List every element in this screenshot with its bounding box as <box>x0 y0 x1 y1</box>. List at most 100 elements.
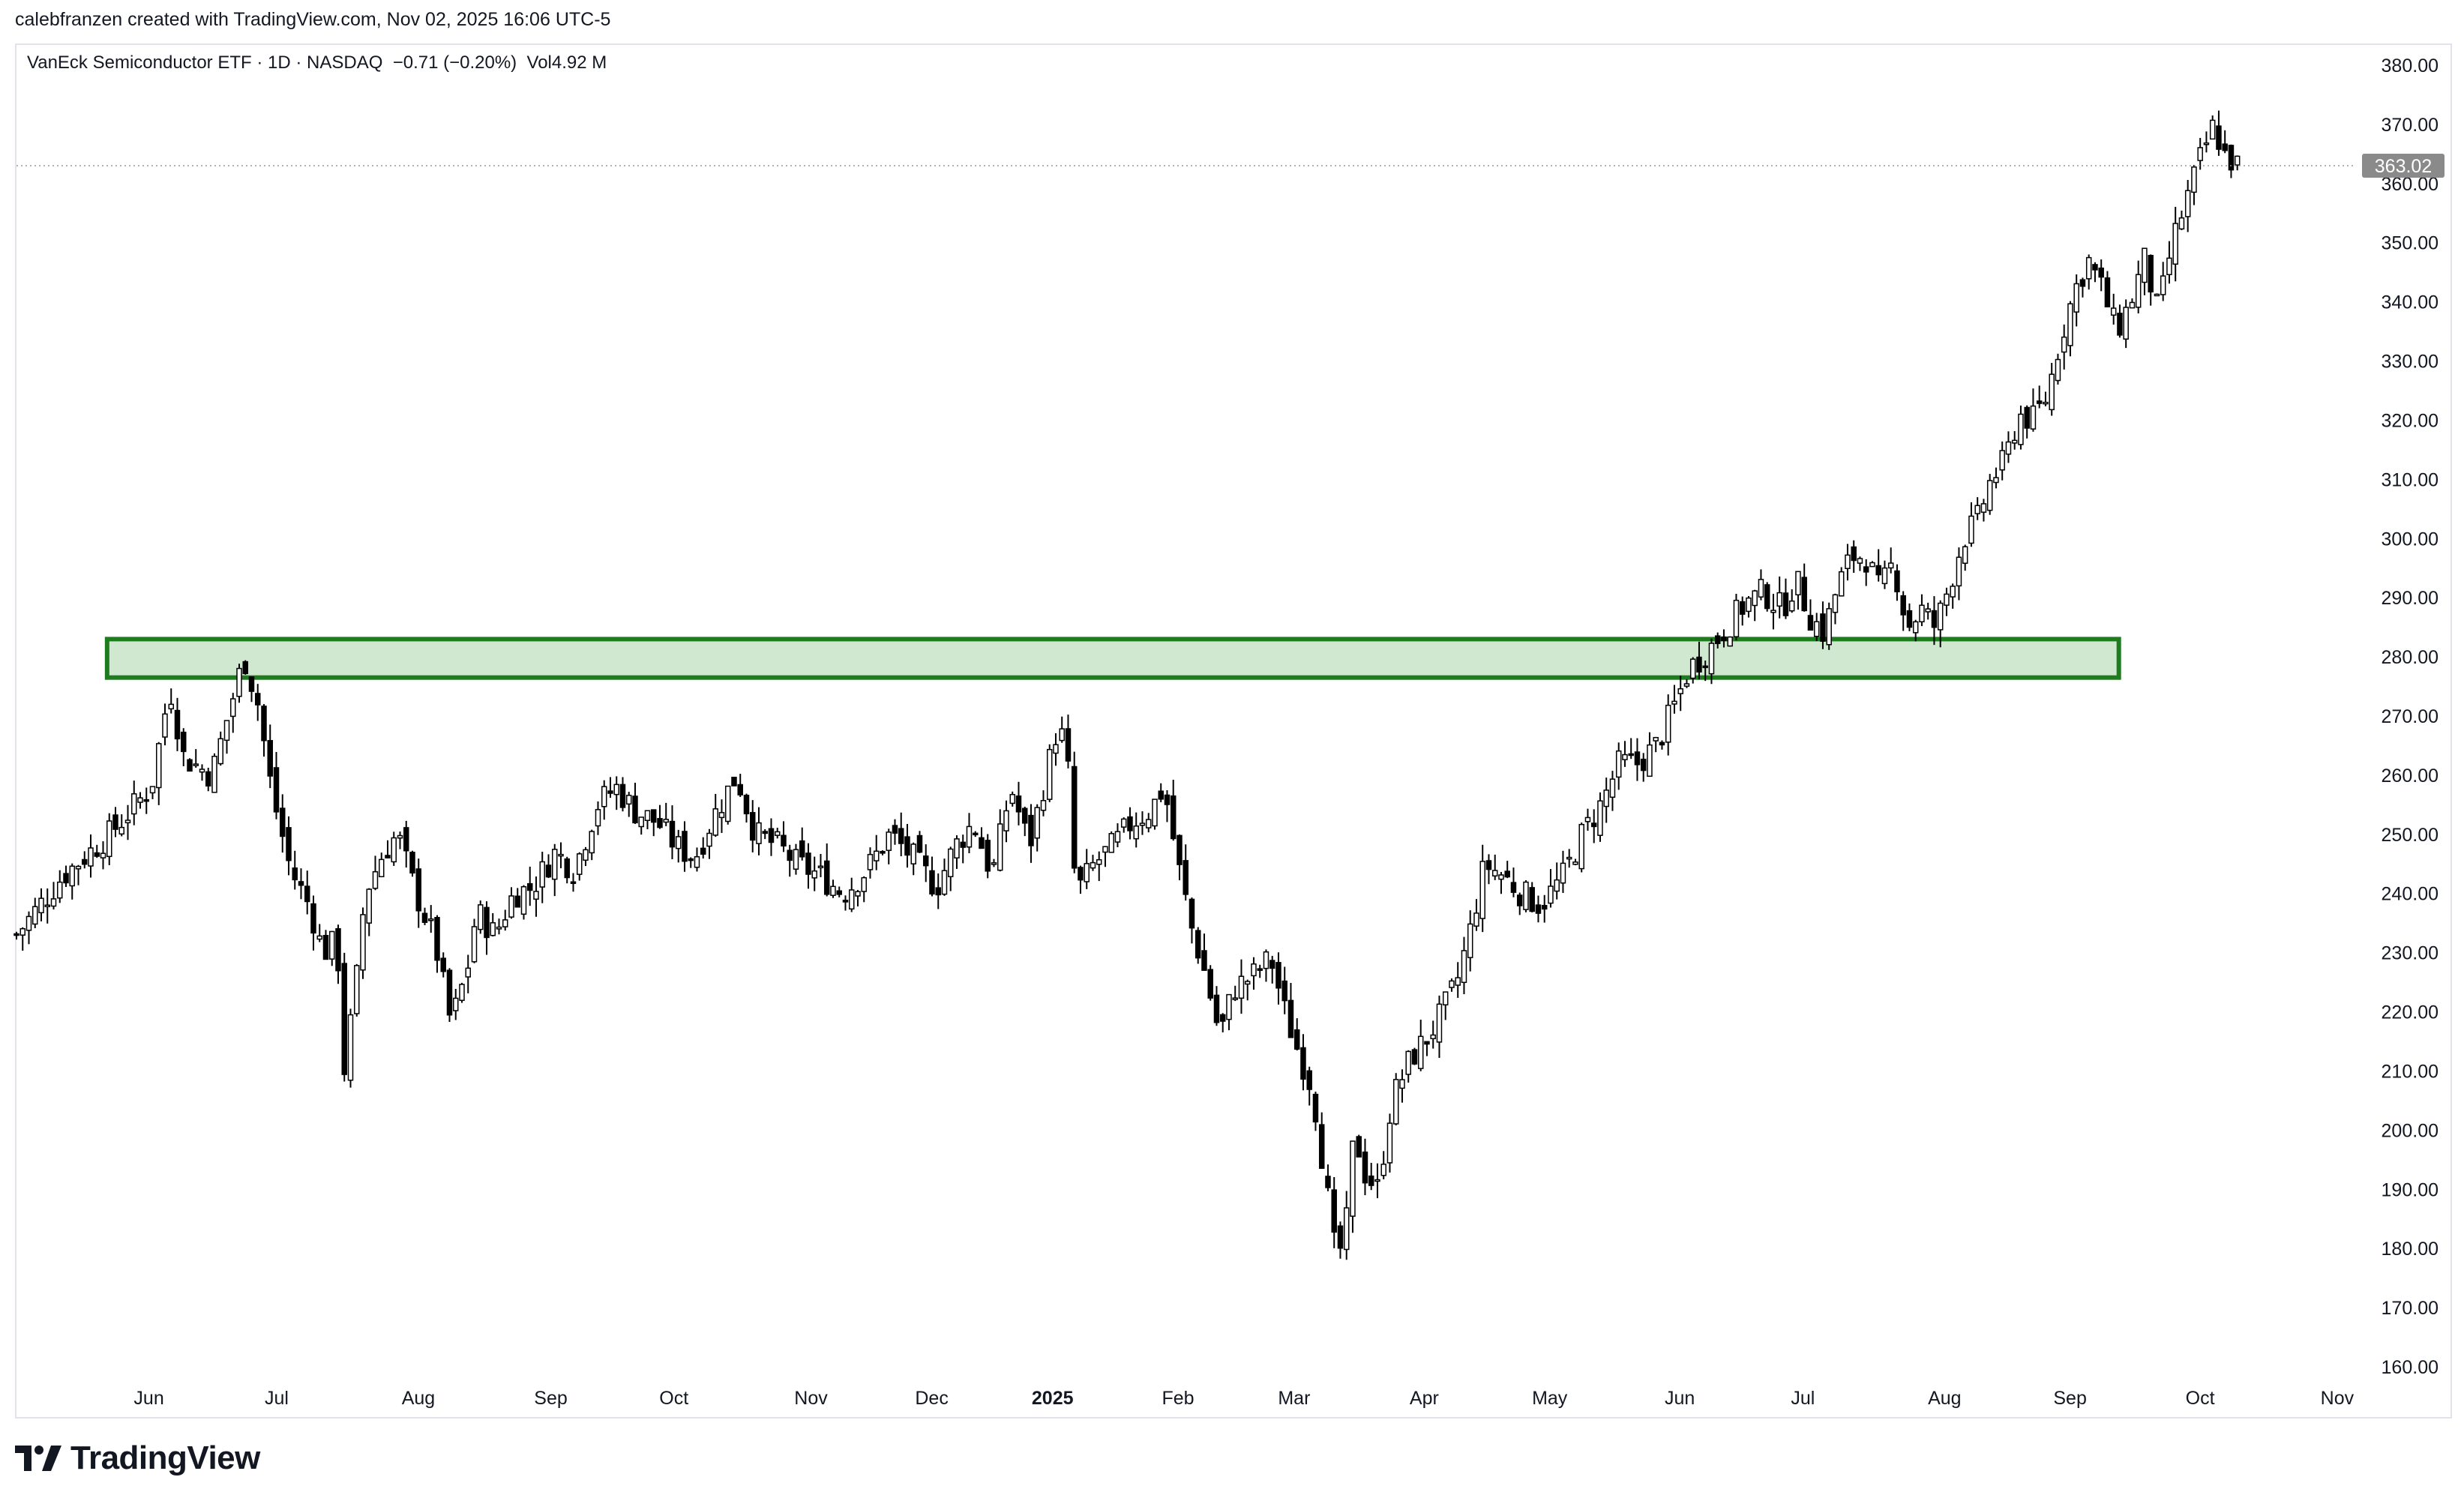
candle-body <box>199 768 205 773</box>
candle-body <box>558 853 564 857</box>
candle <box>168 688 174 714</box>
candle-body <box>731 777 737 786</box>
candle <box>1609 771 1616 811</box>
candle <box>823 843 830 897</box>
candle-body <box>2067 303 2073 346</box>
y-tick-label: 330.00 <box>2382 352 2439 373</box>
candle <box>471 918 478 963</box>
candle-body <box>1894 570 1900 592</box>
candle-body <box>1770 610 1776 613</box>
candle-body <box>712 808 718 836</box>
candle <box>1863 559 1869 586</box>
candle-body <box>1183 860 1189 895</box>
candle <box>2049 362 2055 416</box>
candle <box>38 888 44 921</box>
symbol-interval[interactable]: 1D <box>268 52 291 73</box>
candle <box>248 676 255 703</box>
candle <box>1683 679 1690 688</box>
candle <box>1312 1092 1319 1131</box>
candle-body <box>1293 1029 1300 1050</box>
candle <box>737 774 743 797</box>
candle <box>1857 556 1863 571</box>
candle-body <box>1869 562 1875 568</box>
candle <box>1133 812 1139 848</box>
x-tick-label: Jun <box>1665 1388 1695 1409</box>
y-tick-label: 370.00 <box>2382 115 2439 136</box>
candle <box>1956 547 1962 601</box>
candle-body <box>1671 700 1677 705</box>
candle <box>817 854 824 877</box>
candle-body <box>910 843 916 864</box>
candle-body <box>261 706 267 742</box>
candle-body <box>972 832 979 836</box>
candle-body <box>2036 400 2043 404</box>
candle-body <box>155 743 162 789</box>
candle <box>310 895 316 951</box>
candle-body <box>1015 795 1022 813</box>
candle-body <box>1177 834 1183 865</box>
candle-body <box>799 840 805 858</box>
candle-body <box>1523 881 1529 910</box>
candle-body <box>446 969 453 1016</box>
candle-body <box>465 967 471 978</box>
candle <box>1950 583 1956 609</box>
candle <box>279 794 286 853</box>
candle-body <box>1065 728 1072 762</box>
candle <box>1411 1047 1418 1065</box>
x-tick-label: Oct <box>2186 1388 2215 1409</box>
candle <box>1554 862 1560 900</box>
candle-body <box>378 858 385 878</box>
candle <box>2073 274 2079 327</box>
candle <box>1300 1034 1306 1091</box>
candle <box>63 865 69 887</box>
price-axis[interactable]: 160.00 170.00 180.00 190.00 200.00 210.00 220.… <box>2382 55 2439 1378</box>
candle <box>149 786 156 799</box>
candle <box>2184 179 2191 232</box>
candle-body <box>2092 264 2098 271</box>
tradingview-logo[interactable]: TradingView <box>15 1440 260 1477</box>
candle-body <box>1108 833 1114 853</box>
candle-body <box>1752 590 1758 607</box>
candle <box>217 731 223 766</box>
candle <box>391 831 397 866</box>
candle-body <box>1201 950 1207 971</box>
candle-body <box>694 855 700 868</box>
candle-body <box>533 891 539 900</box>
candle <box>774 827 781 839</box>
candle <box>2098 259 2104 292</box>
candle-body <box>2104 277 2111 307</box>
candle-body <box>100 852 106 858</box>
time-axis[interactable]: Jun Jul Aug Sep Oct Nov Dec 2025 Feb Mar Apr May Jun… <box>133 1388 2354 1409</box>
candle <box>2142 247 2148 295</box>
x-tick-label: Feb <box>1162 1388 1194 1409</box>
candle <box>1356 1134 1362 1158</box>
candle-body <box>1535 904 1542 914</box>
candle <box>558 842 564 869</box>
candle-body <box>174 709 181 740</box>
candle-body <box>1467 923 1473 958</box>
last-price-layer: 363.02 <box>16 153 2445 178</box>
candle-body <box>2085 256 2092 280</box>
candle-body <box>187 759 193 772</box>
candle <box>409 850 415 877</box>
candle <box>1529 882 1535 912</box>
candle <box>2061 324 2067 370</box>
x-tick-label: May <box>1532 1388 1568 1409</box>
candle-body <box>2005 441 2012 455</box>
symbol-name[interactable]: VanEck Semiconductor ETF <box>27 52 252 73</box>
chart-pane[interactable] <box>15 43 2452 1419</box>
candle <box>861 876 867 903</box>
candles-layer <box>13 110 2241 1260</box>
y-tick-label: 320.00 <box>2382 410 2439 431</box>
candle <box>1417 1020 1424 1071</box>
candle <box>799 827 805 861</box>
candle <box>1615 742 1622 790</box>
candle-body <box>1974 505 1980 514</box>
candle <box>1980 499 1987 522</box>
candle <box>966 813 973 853</box>
candle <box>595 801 601 835</box>
candle-body <box>1040 800 1047 811</box>
candle-body <box>421 912 428 923</box>
candle <box>2216 110 2222 156</box>
